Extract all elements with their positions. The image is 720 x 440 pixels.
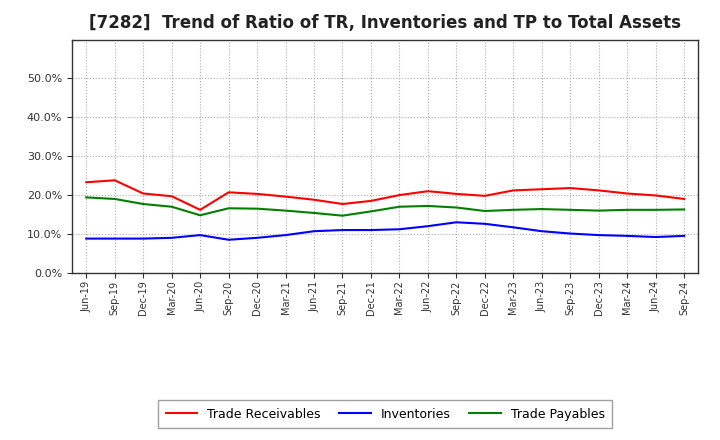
Inventories (452, 220, 461, 225)
Trade Payables (623, 207, 631, 213)
Trade Payables (139, 202, 148, 207)
Trade Payables (167, 204, 176, 209)
Trade Receivables (196, 207, 204, 213)
Trade Payables (395, 204, 404, 209)
Trade Receivables (595, 188, 603, 193)
Trade Receivables (310, 197, 318, 202)
Inventories (282, 232, 290, 238)
Inventories (196, 232, 204, 238)
Trade Payables (225, 205, 233, 211)
Trade Payables (566, 207, 575, 213)
Trade Payables (310, 210, 318, 216)
Inventories (509, 225, 518, 230)
Trade Receivables (452, 191, 461, 197)
Inventories (566, 231, 575, 236)
Trade Receivables (623, 191, 631, 196)
Trade Receivables (480, 193, 489, 198)
Trade Payables (480, 209, 489, 214)
Trade Receivables (366, 198, 375, 204)
Trade Payables (452, 205, 461, 210)
Trade Payables (366, 209, 375, 214)
Inventories (366, 227, 375, 233)
Inventories (595, 232, 603, 238)
Inventories (680, 233, 688, 238)
Trade Payables (509, 207, 518, 213)
Trade Receivables (338, 202, 347, 207)
Legend: Trade Receivables, Inventories, Trade Payables: Trade Receivables, Inventories, Trade Pa… (158, 400, 612, 428)
Trade Receivables (652, 193, 660, 198)
Trade Receivables (537, 187, 546, 192)
Trade Payables (282, 208, 290, 213)
Trade Receivables (423, 188, 432, 194)
Trade Payables (196, 213, 204, 218)
Inventories (225, 237, 233, 242)
Line: Inventories: Inventories (86, 222, 684, 240)
Inventories (167, 235, 176, 240)
Trade Receivables (82, 180, 91, 185)
Inventories (310, 228, 318, 234)
Trade Receivables (139, 191, 148, 196)
Trade Payables (652, 207, 660, 213)
Trade Receivables (509, 188, 518, 193)
Inventories (480, 221, 489, 227)
Trade Payables (423, 203, 432, 209)
Inventories (395, 227, 404, 232)
Trade Payables (82, 195, 91, 200)
Inventories (338, 227, 347, 233)
Trade Receivables (110, 178, 119, 183)
Trade Payables (595, 208, 603, 213)
Inventories (253, 235, 261, 240)
Trade Receivables (566, 185, 575, 191)
Line: Trade Payables: Trade Payables (86, 198, 684, 216)
Trade Receivables (225, 190, 233, 195)
Trade Payables (110, 196, 119, 202)
Trade Payables (537, 206, 546, 212)
Trade Payables (253, 206, 261, 211)
Trade Payables (680, 207, 688, 212)
Title: [7282]  Trend of Ratio of TR, Inventories and TP to Total Assets: [7282] Trend of Ratio of TR, Inventories… (89, 15, 681, 33)
Trade Receivables (680, 196, 688, 202)
Trade Receivables (253, 191, 261, 197)
Inventories (139, 236, 148, 241)
Trade Payables (338, 213, 347, 218)
Inventories (652, 235, 660, 240)
Line: Trade Receivables: Trade Receivables (86, 180, 684, 210)
Trade Receivables (395, 192, 404, 198)
Inventories (623, 233, 631, 238)
Inventories (82, 236, 91, 241)
Inventories (423, 224, 432, 229)
Inventories (537, 228, 546, 234)
Trade Receivables (282, 194, 290, 199)
Trade Receivables (167, 194, 176, 199)
Inventories (110, 236, 119, 241)
